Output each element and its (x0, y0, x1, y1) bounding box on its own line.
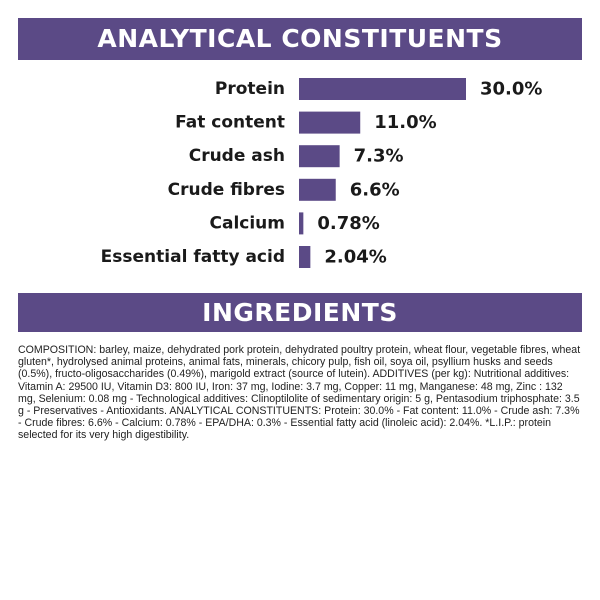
bar (299, 178, 336, 201)
value-label: 6.6% (350, 179, 400, 200)
value-label: 7.3% (354, 146, 404, 167)
category-label: Protein (215, 79, 285, 99)
value-label: 11.0% (374, 112, 436, 133)
ingredients-banner: INGREDIENTS (18, 293, 582, 332)
value-label: 2.04% (324, 247, 386, 268)
category-label: Crude ash (189, 146, 285, 166)
bar (299, 111, 361, 134)
bar (299, 246, 311, 268)
analytical-constituents-banner: ANALYTICAL CONSTITUENTS (18, 18, 582, 60)
category-label: Essential fatty acid (101, 247, 285, 267)
category-label: Crude fibres (168, 180, 285, 200)
analytical-constituents-chart: Protein 30.0% Fat content 11.0% Crude ash 7.3… (101, 78, 542, 268)
ingredients-composition-text: COMPOSITION: barley, maize, dehydrated p… (18, 344, 581, 442)
bar (299, 78, 466, 100)
category-label: Calcium (210, 213, 286, 233)
bar (299, 145, 340, 168)
value-label: 30.0% (480, 79, 542, 100)
bar (299, 212, 304, 235)
category-label: Fat content (175, 113, 285, 133)
value-label: 0.78% (317, 213, 379, 234)
